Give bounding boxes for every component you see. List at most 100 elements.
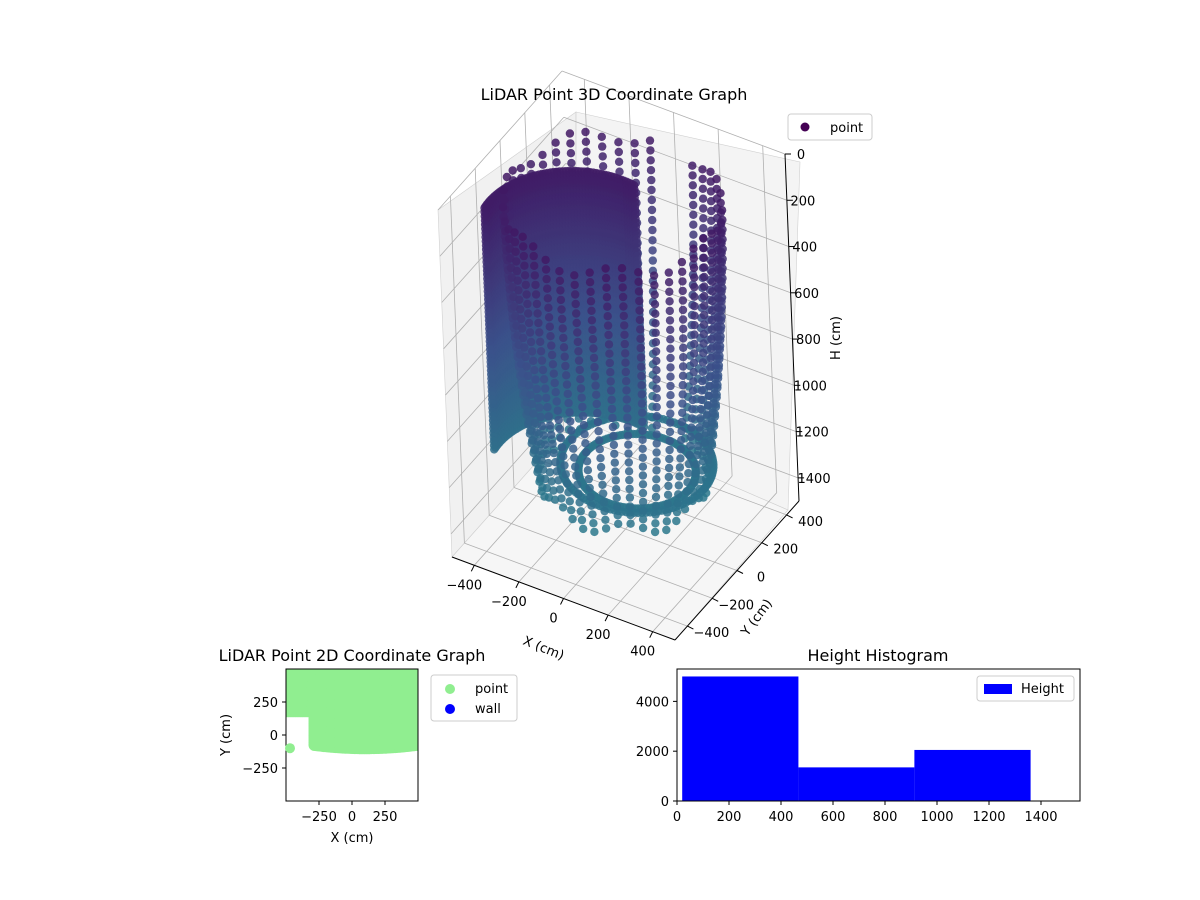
- cloud-point: [646, 156, 655, 165]
- cloud-point: [561, 361, 570, 371]
- cloud-point: [572, 309, 581, 318]
- cloud-point: [679, 353, 688, 362]
- cloud-point: [598, 162, 608, 171]
- cloud-point: [699, 243, 708, 253]
- cloud-point: [518, 232, 527, 241]
- cloud-point: [566, 149, 576, 158]
- cloud-point: [626, 510, 635, 520]
- cloud-point: [532, 384, 541, 394]
- cloud-point: [678, 286, 687, 296]
- cloud-point: [700, 282, 709, 291]
- cloud-point: [560, 352, 569, 361]
- cloud-point: [552, 397, 561, 406]
- cloud-point: [539, 431, 548, 440]
- cloud-point: [621, 358, 630, 367]
- cloud-point: [666, 400, 675, 409]
- cloud-point: [651, 347, 661, 356]
- cloud-point: [598, 142, 607, 151]
- cloud-point: [619, 302, 628, 311]
- cloud-point: [630, 148, 640, 158]
- cloud-point: [649, 271, 659, 280]
- cloud-point: [699, 234, 708, 243]
- cloud-point: [598, 152, 607, 161]
- cloud-point: [651, 501, 660, 510]
- cloud-point: [490, 445, 499, 454]
- cloud-point: [570, 271, 579, 280]
- cloud-point: [677, 417, 687, 427]
- y-tick: [687, 625, 694, 630]
- cloud-point: [636, 334, 645, 343]
- cloud-point: [603, 302, 612, 311]
- cloud-point: [510, 228, 519, 237]
- cloud-point: [564, 398, 573, 408]
- cloud-point: [520, 343, 529, 352]
- cloud-point: [648, 246, 657, 255]
- cloud-point: [563, 389, 572, 399]
- cloud-point: [519, 251, 528, 261]
- cloud-point: [707, 248, 717, 258]
- cloud-point: [549, 369, 558, 378]
- cloud-point: [687, 423, 696, 432]
- cloud-point: [579, 524, 588, 534]
- cloud-point: [592, 390, 601, 399]
- cloud-point: [688, 181, 697, 190]
- cloud-point: [690, 292, 699, 301]
- cloud-point: [529, 251, 538, 261]
- cloud-point: [510, 237, 520, 247]
- cloud-point: [526, 160, 536, 169]
- cloud-point: [557, 314, 567, 324]
- cloud-point: [541, 255, 550, 265]
- cloud-point: [582, 157, 591, 166]
- cloud-point: [598, 480, 607, 489]
- cloud-point: [533, 394, 543, 403]
- cloud-point: [652, 356, 661, 366]
- cloud-point: [638, 462, 648, 471]
- cloud-point: [565, 129, 575, 138]
- cloud-point: [582, 147, 591, 156]
- cloud-point: [687, 414, 697, 423]
- cloud-point: [558, 503, 568, 512]
- cloud-point: [674, 490, 683, 499]
- cloud-point: [625, 493, 635, 502]
- cloud-point: [666, 344, 675, 353]
- cloud-point: [708, 287, 717, 296]
- cloud-point: [663, 508, 672, 517]
- cloud-point: [665, 297, 674, 306]
- cloud-point: [716, 198, 725, 208]
- grid-line: [762, 145, 778, 493]
- cloud-point: [706, 344, 716, 353]
- cloud-point: [540, 440, 550, 449]
- cloud-point: [586, 492, 595, 501]
- cloud-point: [538, 160, 548, 169]
- cloud-point: [678, 399, 687, 408]
- cloud-point: [500, 195, 509, 205]
- cloud-point: [665, 454, 674, 464]
- cloud-point: [610, 458, 619, 467]
- cloud-point: [651, 328, 660, 337]
- cloud-point: [620, 339, 629, 349]
- cloud-point: [704, 391, 713, 400]
- cloud-point: [699, 224, 708, 233]
- cloud-point: [544, 303, 553, 312]
- cloud-point: [548, 360, 558, 369]
- cloud-point: [606, 386, 616, 395]
- cloud-point: [664, 463, 674, 473]
- cloud-point: [609, 431, 618, 441]
- cloud-point: [678, 408, 687, 417]
- cloud-point: [707, 315, 717, 325]
- cloud-point: [652, 439, 661, 448]
- cloud-point: [545, 322, 554, 331]
- cloud-point: [700, 291, 709, 301]
- cloud-point: [500, 217, 509, 226]
- cloud-point: [601, 515, 610, 524]
- cloud-point: [666, 381, 675, 391]
- cloud-point: [574, 489, 583, 498]
- cloud-point: [690, 321, 699, 330]
- cloud-point: [551, 138, 560, 147]
- cloud-point: [596, 462, 606, 472]
- cloud-point: [516, 164, 525, 173]
- cloud-point: [570, 280, 579, 290]
- cloud-point: [717, 206, 727, 215]
- cloud-point: [697, 395, 706, 404]
- cloud-point: [516, 305, 525, 314]
